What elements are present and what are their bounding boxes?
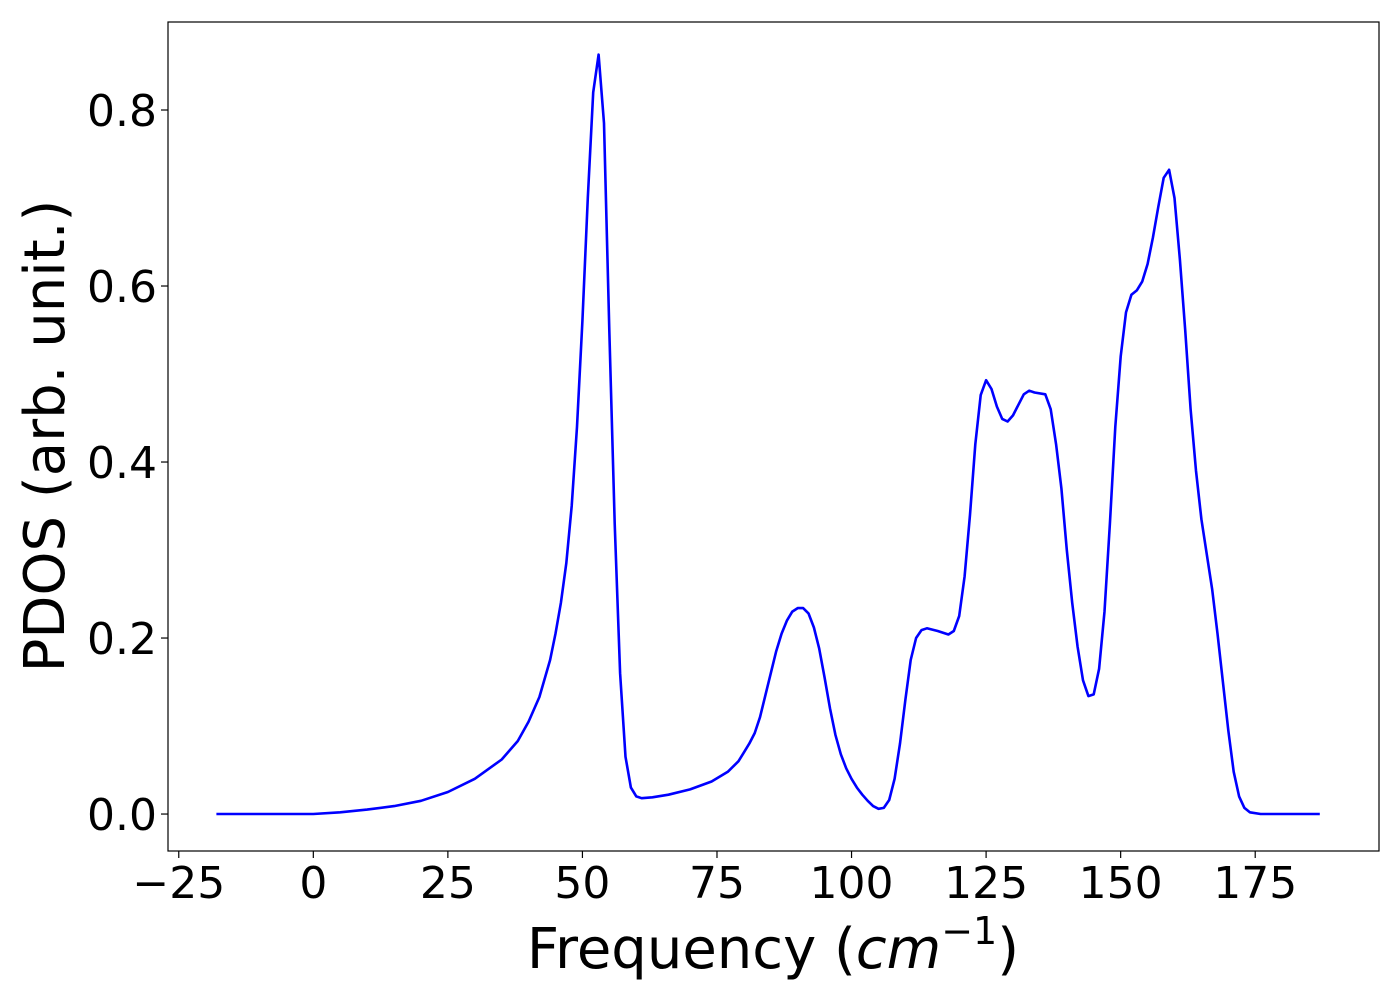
y-tick-label: 0.4: [87, 438, 157, 489]
x-axis-label: Frequency (cm−1): [527, 909, 1019, 982]
series-layer: [216, 53, 1320, 816]
y-tick-label: 0.8: [87, 86, 157, 137]
y-tick-label: 0.6: [87, 262, 157, 313]
x-tick-label: 125: [944, 858, 1028, 909]
x-tick-label: 75: [689, 858, 745, 909]
x-axis-label-suffix: ): [997, 917, 1019, 982]
ticks-layer: −25 0 25 50 75 100 125 150 175 0.0 0.2 0.4 0.6 0.8: [87, 86, 1297, 909]
y-tick-label: 0.0: [87, 790, 157, 841]
x-tick-label: 0: [299, 858, 327, 909]
y-tick-label: 0.2: [87, 614, 157, 665]
x-tick-label: −25: [132, 858, 225, 909]
x-tick-label: 175: [1213, 858, 1297, 909]
pdos-series-line: [216, 53, 1320, 816]
plot-frame: [167, 21, 1380, 852]
x-tick-label: 100: [810, 858, 894, 909]
x-axis-label-math: cm: [856, 917, 941, 982]
x-tick-label: 150: [1079, 858, 1163, 909]
x-axis-label-sup: −1: [941, 909, 997, 953]
x-tick-label: 25: [420, 858, 476, 909]
x-tick-label: 50: [554, 858, 610, 909]
y-axis-label: PDOS (arb. unit.): [13, 200, 78, 673]
x-axis-label-prefix: Frequency (: [527, 917, 856, 982]
